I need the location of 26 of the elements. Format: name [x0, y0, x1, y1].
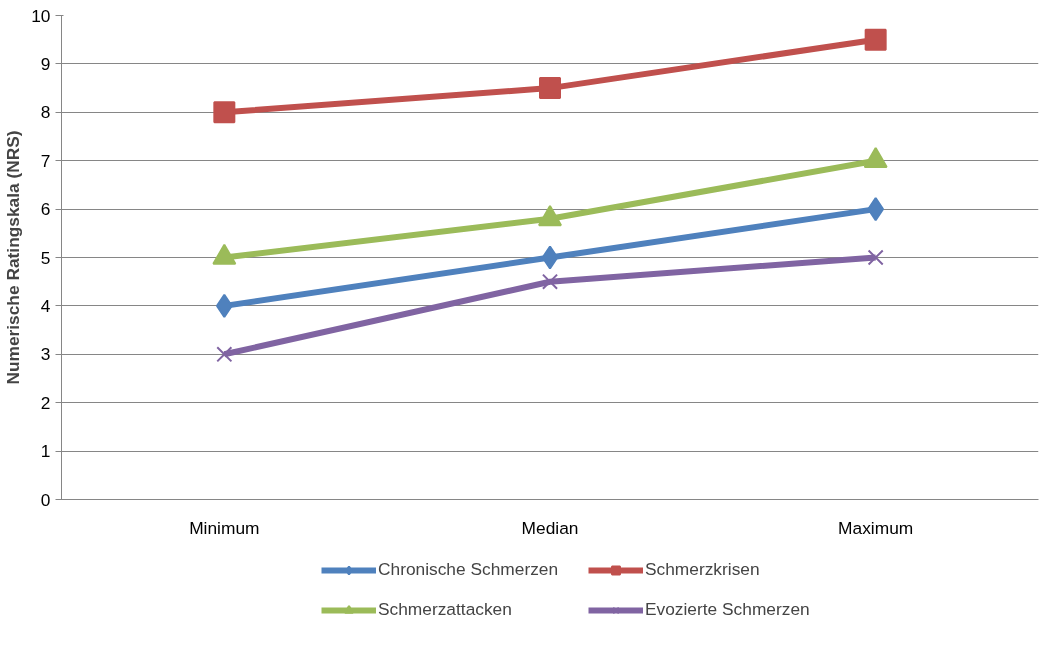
point [539, 77, 561, 100]
x-tick-label: Median [521, 517, 579, 538]
legend-label: Evozierte Schmerzen [645, 599, 811, 620]
y-tick-label: 7 [40, 150, 51, 171]
x-tick-label: Maximum [838, 517, 914, 538]
x-tick-label: Minimum [189, 517, 260, 538]
y-tick-label: 5 [40, 247, 51, 268]
y-tick-label: 9 [40, 53, 51, 74]
y-tick-label: 1 [40, 441, 51, 462]
point [541, 273, 559, 290]
point [867, 249, 884, 266]
y-tick-label: 10 [31, 5, 51, 26]
y-tick-label: 8 [40, 102, 51, 123]
legend-label: Schmerzattacken [378, 599, 513, 620]
y-tick-label: 0 [40, 489, 51, 510]
point [864, 28, 887, 51]
point [541, 245, 559, 270]
point [216, 346, 233, 363]
legend-label: Chronische Schmerzen [378, 559, 560, 580]
y-axis-title: Numerische Ratingskala (NRS) [3, 130, 24, 385]
point [213, 101, 236, 124]
y-tick-label: 3 [40, 344, 51, 365]
legend-label: Schmerzkrisen [645, 559, 761, 580]
y-tick-label: 4 [40, 295, 51, 316]
y-tick-label: 2 [40, 392, 51, 413]
y-tick-label: 6 [40, 199, 51, 220]
